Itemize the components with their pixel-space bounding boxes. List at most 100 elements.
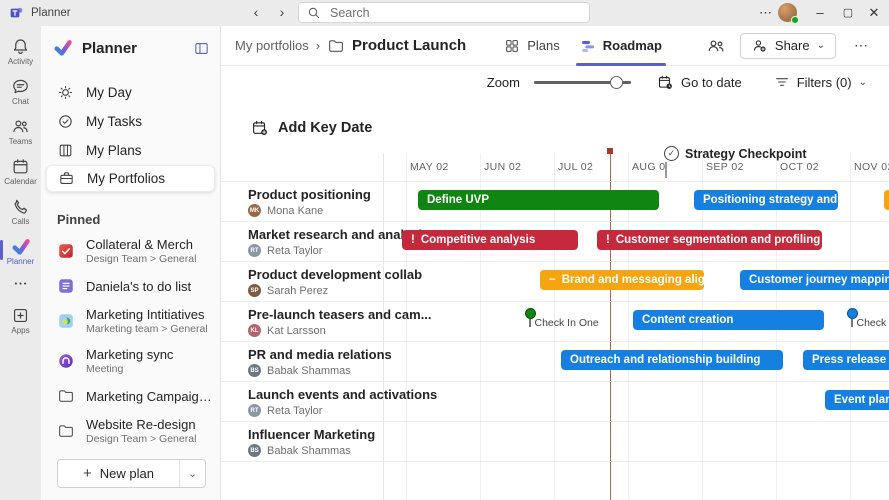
month-label: MAY 02	[410, 161, 449, 173]
phone-icon	[11, 197, 30, 216]
gantt-bar[interactable]: Positioning strategy and mess...	[694, 190, 838, 210]
task-name[interactable]: Market research and analysis	[248, 227, 430, 242]
gantt-bar[interactable]: Define UVP	[418, 190, 659, 210]
rail-item-activity[interactable]: Activity	[0, 32, 41, 72]
rail-item-calls[interactable]: Calls	[0, 192, 41, 232]
pin-stem	[851, 319, 853, 327]
calendar-icon	[11, 157, 30, 176]
filters-button[interactable]: Filters (0) ⌄	[768, 73, 873, 91]
main-header: My portfolios › Product Launch Plans Road…	[221, 26, 889, 66]
pinned-item[interactable]: Marketing sync Meeting	[41, 341, 220, 381]
pinned-item-title: Marketing Intitiatives	[86, 307, 205, 322]
key-date-pin[interactable]: Check In	[846, 308, 889, 329]
pinned-item-title: Daniela's to do list	[86, 278, 192, 294]
assignee-avatar: MK	[248, 204, 261, 217]
tab-roadmap[interactable]: Roadmap	[570, 26, 672, 66]
share-button[interactable]: Share ⌄	[739, 32, 836, 59]
task-name[interactable]: Product development collab	[248, 267, 423, 282]
pinned-item[interactable]: Website Re-design Design Team > General	[41, 411, 220, 451]
new-plan-dropdown-button[interactable]: ⌄	[179, 460, 205, 487]
grid-icon	[504, 38, 520, 54]
rail-item-more[interactable]	[0, 272, 41, 301]
back-button[interactable]: ‹	[246, 2, 266, 22]
close-button[interactable]: ✕	[862, 0, 886, 26]
gantt-bar[interactable]	[884, 190, 889, 210]
pinned-item[interactable]: Collateral & Merch Design Team > General	[41, 231, 220, 271]
bell-icon	[11, 37, 30, 56]
nav-item-my-plans[interactable]: My Plans	[46, 136, 215, 165]
members-button[interactable]	[704, 34, 728, 58]
gantt-bar-label: Content creation	[642, 314, 734, 326]
task-name[interactable]: Launch events and activations	[248, 387, 438, 402]
pinned-header: Pinned	[57, 212, 101, 227]
pinned-item[interactable]: Marketing Campaigns	[41, 381, 220, 411]
zoom-slider[interactable]	[534, 75, 631, 89]
header-more-button[interactable]: ⋯	[848, 36, 875, 55]
milestone-strategy-checkpoint[interactable]: ✓ Strategy Checkpoint	[658, 145, 813, 162]
pinned-item-subtitle: Design Team > General	[86, 253, 197, 265]
titlebar-more-button[interactable]: ⋯	[754, 0, 778, 26]
key-date-pin[interactable]: Check In One	[524, 308, 599, 329]
collapse-panel-button[interactable]	[193, 40, 210, 57]
planner-panel: Planner My Day My Tasks My Plans My Portfol…	[41, 26, 221, 500]
teams-logo-icon	[9, 5, 25, 21]
gantt-bar[interactable]: Customer journey mapping	[740, 270, 889, 290]
user-avatar[interactable]	[778, 3, 799, 24]
new-plan-button[interactable]: + New plan	[58, 460, 179, 487]
month-label: NOV 02	[854, 161, 889, 173]
minimize-button[interactable]: –	[808, 0, 832, 26]
nav-item-my-day[interactable]: My Day	[46, 78, 215, 107]
gantt-row: Launch events and activations RT Reta Tayl…	[221, 382, 889, 422]
gantt-bar-label: Outreach and relationship building	[570, 354, 761, 366]
gantt-bar[interactable]: Event planning	[825, 390, 889, 410]
roadmap-icon	[580, 38, 596, 54]
pinned-item-title: Website Re-design	[86, 417, 196, 432]
forward-button[interactable]: ›	[272, 2, 292, 22]
rail-item-teams[interactable]: Teams	[0, 112, 41, 152]
rail-item-planner[interactable]: Planner	[0, 232, 41, 272]
month-label: SEP 02	[706, 161, 744, 173]
gantt-bar[interactable]: −Brand and messaging alignment	[540, 270, 704, 290]
rail-item-chat[interactable]: Chat	[0, 72, 41, 112]
folder-icon	[57, 422, 75, 440]
gantt-bar[interactable]: ! Customer segmentation and profiling	[597, 230, 822, 250]
rail-item-label: Planner	[6, 257, 35, 266]
zoom-slider-thumb[interactable]	[610, 75, 624, 89]
zoom-slider-track[interactable]	[534, 81, 631, 84]
pinned-item[interactable]: Daniela's to do list	[41, 271, 220, 301]
loop-purple-icon	[57, 352, 75, 370]
search-box[interactable]	[298, 2, 590, 23]
assignee-name: Kat Larsson	[267, 324, 326, 337]
add-key-date-button[interactable]: Add Key Date	[245, 118, 378, 138]
search-input[interactable]	[328, 4, 581, 21]
task-name[interactable]: Product positioning	[248, 187, 371, 202]
pin-stem	[529, 319, 531, 327]
gantt-bar[interactable]: Outreach and relationship building	[561, 350, 783, 370]
nav-item-my-tasks[interactable]: My Tasks	[46, 107, 215, 136]
go-to-date-button[interactable]: Go to date	[651, 73, 748, 92]
gantt-bar[interactable]: Content creation	[633, 310, 824, 330]
gantt-bar[interactable]: Press release writing	[803, 350, 889, 370]
today-line	[609, 151, 611, 500]
task-name[interactable]: PR and media relations	[248, 347, 392, 362]
more-icon	[12, 274, 29, 293]
nav-item-my-portfolios[interactable]: My Portfolios	[46, 165, 215, 192]
teams-icon	[11, 117, 30, 136]
pinned-item-title: Marketing sync	[86, 347, 174, 362]
pinned-item[interactable]: Marketing Intitiatives Marketing team > G…	[41, 301, 220, 341]
assignee-name: Mona Kane	[267, 204, 324, 217]
rail-item-calendar[interactable]: Calendar	[0, 152, 41, 192]
month-gridline	[480, 153, 481, 500]
milestone-stem	[665, 162, 667, 178]
tab-plans[interactable]: Plans	[494, 26, 570, 66]
today-line-cap	[607, 148, 613, 154]
rail-item-apps[interactable]: Apps	[0, 301, 41, 341]
task-name[interactable]: Influencer Marketing	[248, 427, 376, 442]
gantt-bar[interactable]: ! Competitive analysis	[402, 230, 578, 250]
maximize-button[interactable]: ▢	[836, 0, 860, 26]
gantt-row: Product development collab SP Sarah Perez −…	[221, 262, 889, 302]
breadcrumb-my-portfolios[interactable]: My portfolios	[235, 38, 309, 53]
month-gridline	[406, 153, 407, 500]
task-name[interactable]: Pre-launch teasers and cam...	[248, 307, 432, 322]
